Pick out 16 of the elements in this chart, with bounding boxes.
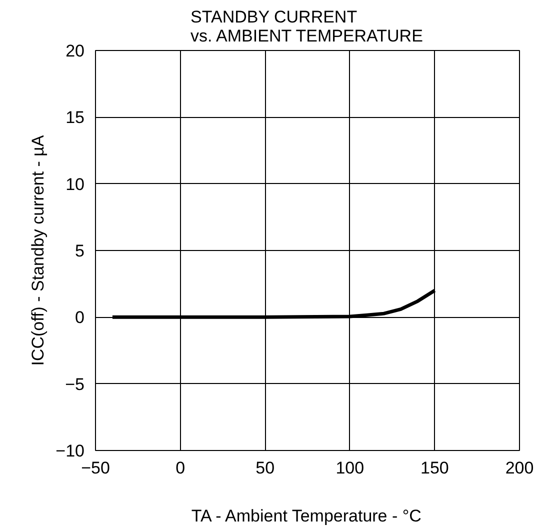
y-axis-title: ICC(off) - Standby current - µA [28,134,48,366]
x-tick-label: 100 [336,458,364,478]
x-axis-title: TA - Ambient Temperature - °C [191,506,422,526]
chart-title: STANDBY CURRENT vs. AMBIENT TEMPERATURE [190,8,423,46]
x-tick-label: −50 [81,458,110,478]
y-tick-label: −5 [65,374,85,394]
x-tick-label: 0 [176,458,186,478]
y-tick-label: 15 [66,108,85,128]
x-tick-label: 150 [420,458,449,478]
y-tick-label: 0 [75,308,85,328]
y-tick-label: 10 [66,174,85,194]
y-tick-label: 20 [66,42,85,60]
x-tick-label: 200 [505,458,534,478]
y-tick-label: 5 [75,242,85,260]
y-tick-label: −10 [56,442,85,460]
x-tick-label: 50 [256,458,275,478]
